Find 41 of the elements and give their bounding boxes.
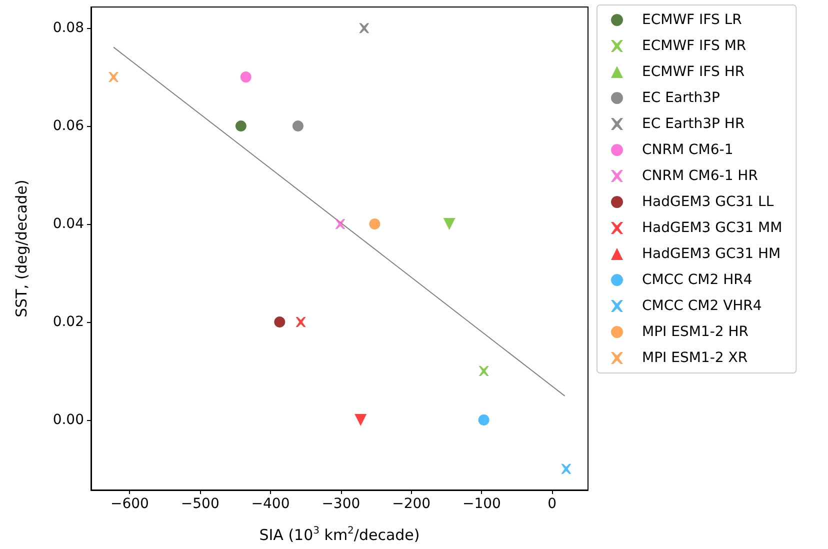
point [561,464,572,474]
point [354,414,367,426]
legend-label: EC Earth3P [642,90,720,106]
point [292,120,304,132]
legend-label: HadGEM3 GC31 HM [642,246,781,262]
point [108,72,119,82]
point [443,218,456,230]
legend-label: CNRM CM6-1 HR [642,168,758,184]
legend-label: CMCC CM2 VHR4 [642,298,762,314]
y-tick-label: 0.08 [52,20,84,36]
x-tick-label: −200 [392,496,431,512]
legend-label: CNRM CM6-1 [642,142,734,158]
y-axis-title: SST, (deg/decade) [12,180,30,318]
point [235,120,246,132]
point [274,316,286,328]
legend-label: HadGEM3 GC31 MM [642,220,782,236]
point [296,316,306,327]
legend-label: ECMWF IFS MR [642,38,746,54]
x-tick-label: −400 [251,496,290,512]
legend-label: MPI ESM1-2 XR [642,350,748,366]
x-tick-label: 0 [548,496,557,512]
point [240,72,252,83]
y-tick-label: 0.04 [52,216,84,232]
point [369,218,380,230]
legend-label: ECMWF IFS HR [642,64,745,80]
point [359,23,370,34]
point [478,366,489,376]
legend-label: CMCC CM2 HR4 [642,272,752,288]
legend-label: EC Earth3P HR [642,116,745,132]
point [478,414,490,426]
legend-label: ECMWF IFS LR [642,12,742,28]
x-tick-label: −300 [322,496,360,512]
y-tick-label: 0.00 [52,412,84,428]
y-tick-label: 0.02 [52,314,84,330]
point [335,219,346,230]
legend-label: HadGEM3 GC31 LL [642,194,774,210]
y-tick-label: 0.06 [52,118,84,134]
legend-label: MPI ESM1-2 HR [642,324,749,340]
x-tick-label: −500 [180,496,220,512]
x-tick-label: −600 [110,496,149,512]
x-tick-label: −100 [462,496,501,512]
